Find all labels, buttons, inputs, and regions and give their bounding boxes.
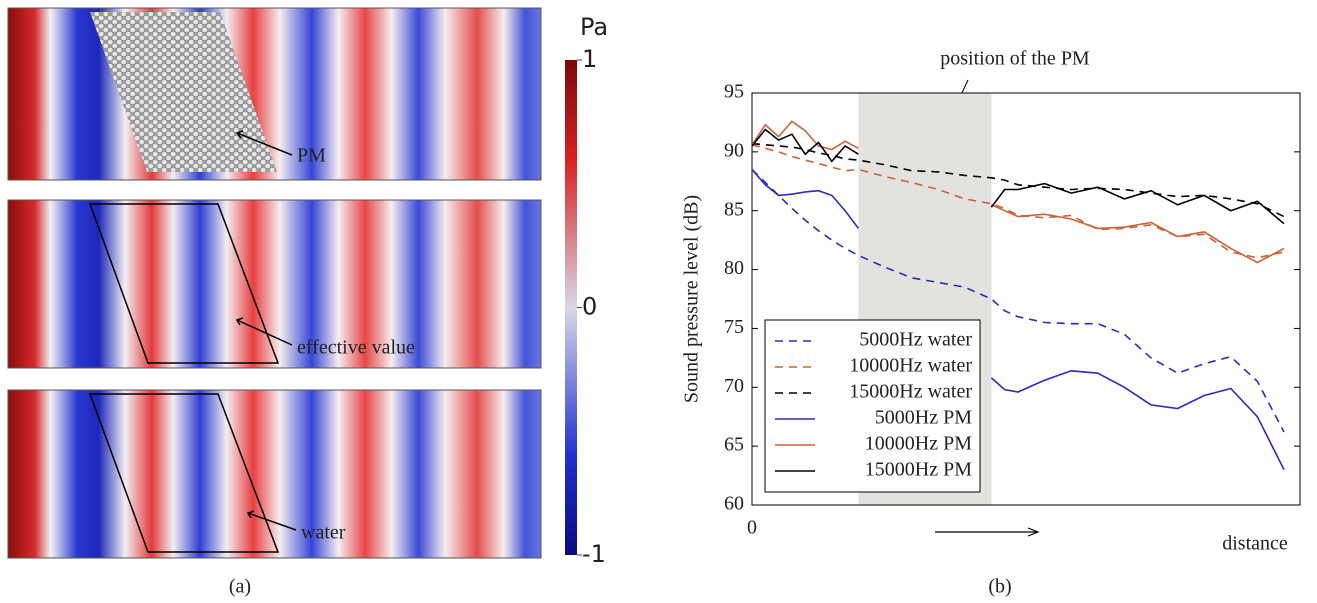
- pm-lattice: [90, 12, 277, 172]
- pointers: [235, 130, 297, 531]
- legend: [764, 319, 981, 493]
- colorbar-tick-label: 1: [582, 45, 597, 73]
- legend-label: 15000Hz PM: [865, 459, 972, 481]
- y-tick-label: 70: [724, 375, 744, 397]
- field-effective: [7, 199, 542, 369]
- series-line: [751, 120, 1285, 264]
- panel-a: PM effective value water Pa (a): [7, 7, 608, 598]
- field-pm: [7, 7, 542, 181]
- y-axis-label: Sound pressure level (dB): [681, 195, 703, 403]
- caption: (b): [988, 576, 1011, 598]
- outline: [88, 393, 280, 553]
- legend-label: 15000Hz water: [849, 381, 972, 403]
- y-tick-label: 85: [724, 198, 744, 220]
- annotation: position of the PM: [940, 48, 1090, 70]
- colorbar-tick-label: -1: [582, 540, 606, 568]
- outline: [88, 203, 280, 364]
- y-tick-label: 60: [724, 493, 744, 515]
- y-tick-label: 95: [724, 81, 744, 103]
- y-tick-label: 90: [724, 139, 744, 161]
- panel-b: position of the PM distance Sound pressu…: [681, 48, 1288, 598]
- series-line: [751, 168, 1285, 433]
- series-line: [751, 168, 1285, 471]
- legend-label: 5000Hz water: [859, 329, 972, 351]
- field-water: [7, 389, 542, 559]
- legend-label: 5000Hz PM: [875, 407, 972, 429]
- plot-frame: [751, 92, 1301, 506]
- colorbar: [565, 60, 577, 555]
- y-tick-label: 65: [724, 434, 744, 456]
- label: PM: [297, 145, 326, 167]
- legend-label: 10000Hz water: [849, 355, 972, 377]
- caption: (a): [229, 576, 251, 598]
- y-tick-label: 80: [724, 257, 744, 279]
- x-tick-label: 0: [747, 517, 757, 539]
- series-line: [751, 128, 1285, 225]
- x-axis-label: distance: [1222, 533, 1288, 555]
- colorbar-tick-label: 0: [582, 293, 597, 321]
- label: effective value: [297, 337, 415, 359]
- arrow-head: [1027, 527, 1040, 537]
- legend-label: 10000Hz PM: [865, 433, 972, 455]
- label: water: [301, 522, 346, 544]
- colorbar-label: Pa: [580, 13, 608, 41]
- y-tick-label: 75: [724, 316, 744, 338]
- series-line: [751, 142, 1285, 218]
